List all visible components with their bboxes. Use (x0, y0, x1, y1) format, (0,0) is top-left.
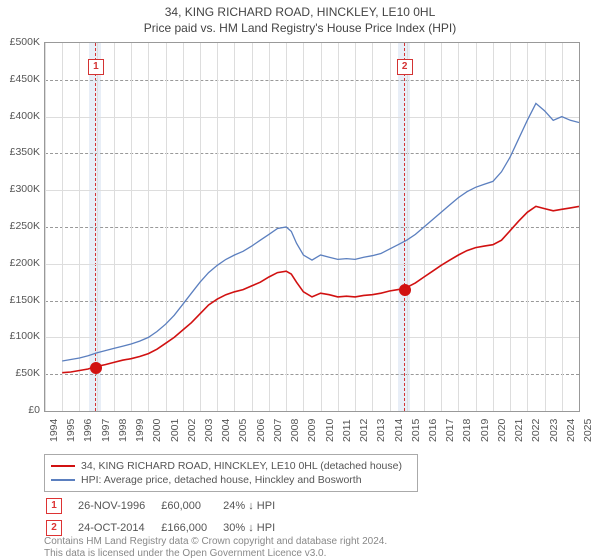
x-tick-label: 1998 (117, 419, 129, 442)
x-tick-label: 2024 (565, 419, 577, 442)
x-tick-label: 1994 (48, 419, 60, 442)
x-tick-label: 2011 (341, 419, 353, 442)
y-tick-label: £300K (0, 183, 40, 195)
x-tick-label: 2013 (375, 419, 387, 442)
sale-date-1: 26-NOV-1996 (78, 496, 159, 516)
x-tick-label: 2019 (479, 419, 491, 442)
x-tick-label: 2021 (513, 419, 525, 442)
title-address: 34, KING RICHARD ROAD, HINCKLEY, LE10 0H… (0, 4, 600, 20)
sale-price-1: £60,000 (161, 496, 221, 516)
note-line-2: This data is licensed under the Open Gov… (44, 548, 387, 560)
x-tick-label: 2016 (427, 419, 439, 442)
chart-title: 34, KING RICHARD ROAD, HINCKLEY, LE10 0H… (0, 0, 600, 36)
series-line (62, 103, 579, 361)
x-tick-label: 2015 (410, 419, 422, 442)
x-tick-label: 2022 (530, 419, 542, 442)
sale-delta-2: 30% ↓ HPI (223, 518, 289, 538)
legend-swatch-price (51, 465, 75, 467)
x-tick-label: 2020 (496, 419, 508, 442)
sale-row-1: 1 26-NOV-1996 £60,000 24% ↓ HPI (46, 496, 289, 516)
y-tick-label: £50K (0, 367, 40, 379)
sale-marker-2: 2 (46, 520, 62, 536)
x-tick-label: 1995 (65, 419, 77, 442)
y-tick-label: £150K (0, 294, 40, 306)
legend-swatch-hpi (51, 479, 75, 481)
chart-plot-area: 12 (44, 42, 580, 412)
y-tick-label: £350K (0, 146, 40, 158)
x-tick-label: 2006 (255, 419, 267, 442)
x-tick-label: 2023 (548, 419, 560, 442)
x-tick-label: 1996 (82, 419, 94, 442)
sale-date-2: 24-OCT-2014 (78, 518, 159, 538)
sale-dot (399, 284, 411, 296)
x-tick-label: 2018 (461, 419, 473, 442)
legend-label-price: 34, KING RICHARD ROAD, HINCKLEY, LE10 0H… (81, 460, 402, 472)
sale-delta-1: 24% ↓ HPI (223, 496, 289, 516)
y-tick-label: £500K (0, 36, 40, 48)
x-tick-label: 2003 (203, 419, 215, 442)
x-tick-label: 2025 (582, 419, 594, 442)
gridline-v (579, 43, 580, 411)
x-tick-label: 2007 (272, 419, 284, 442)
y-tick-label: £450K (0, 73, 40, 85)
y-tick-label: £250K (0, 220, 40, 232)
sale-marker-on-chart: 2 (397, 59, 413, 75)
x-tick-label: 1999 (134, 419, 146, 442)
sale-price-2: £166,000 (161, 518, 221, 538)
x-tick-label: 2010 (324, 419, 336, 442)
legend-row-hpi: HPI: Average price, detached house, Hinc… (51, 473, 411, 487)
x-tick-label: 2001 (169, 419, 181, 442)
title-subtitle: Price paid vs. HM Land Registry's House … (0, 20, 600, 36)
x-tick-label: 2009 (306, 419, 318, 442)
y-tick-label: £400K (0, 110, 40, 122)
x-tick-label: 2012 (358, 419, 370, 442)
footer-note: Contains HM Land Registry data © Crown c… (44, 536, 387, 560)
x-tick-label: 2002 (186, 419, 198, 442)
x-tick-label: 1997 (100, 419, 112, 442)
sale-marker-1: 1 (46, 498, 62, 514)
series-line (62, 206, 579, 372)
legend-row-price: 34, KING RICHARD ROAD, HINCKLEY, LE10 0H… (51, 459, 411, 473)
x-tick-label: 2005 (237, 419, 249, 442)
y-tick-label: £0 (0, 404, 40, 416)
sale-row-2: 2 24-OCT-2014 £166,000 30% ↓ HPI (46, 518, 289, 538)
x-tick-label: 2004 (220, 419, 232, 442)
sales-table: 1 26-NOV-1996 £60,000 24% ↓ HPI 2 24-OCT… (44, 494, 291, 540)
y-tick-label: £100K (0, 330, 40, 342)
x-tick-label: 2008 (289, 419, 301, 442)
sale-marker-on-chart: 1 (88, 59, 104, 75)
chart-lines (45, 43, 579, 411)
y-tick-label: £200K (0, 257, 40, 269)
legend-label-hpi: HPI: Average price, detached house, Hinc… (81, 474, 362, 486)
legend: 34, KING RICHARD ROAD, HINCKLEY, LE10 0H… (44, 454, 418, 492)
x-tick-label: 2000 (151, 419, 163, 442)
x-tick-label: 2017 (444, 419, 456, 442)
note-line-1: Contains HM Land Registry data © Crown c… (44, 536, 387, 548)
x-tick-label: 2014 (393, 419, 405, 442)
sale-dot (90, 362, 102, 374)
